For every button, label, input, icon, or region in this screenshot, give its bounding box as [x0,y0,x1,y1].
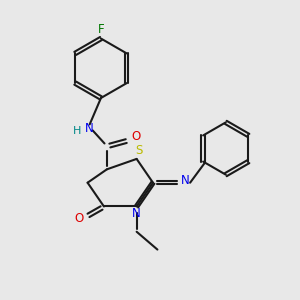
Text: N: N [180,174,189,188]
Text: S: S [135,144,143,158]
Text: N: N [85,122,93,135]
Text: O: O [131,130,141,143]
Text: N: N [132,207,140,220]
Text: O: O [74,212,83,226]
Text: F: F [98,23,104,36]
Text: H: H [72,126,81,136]
